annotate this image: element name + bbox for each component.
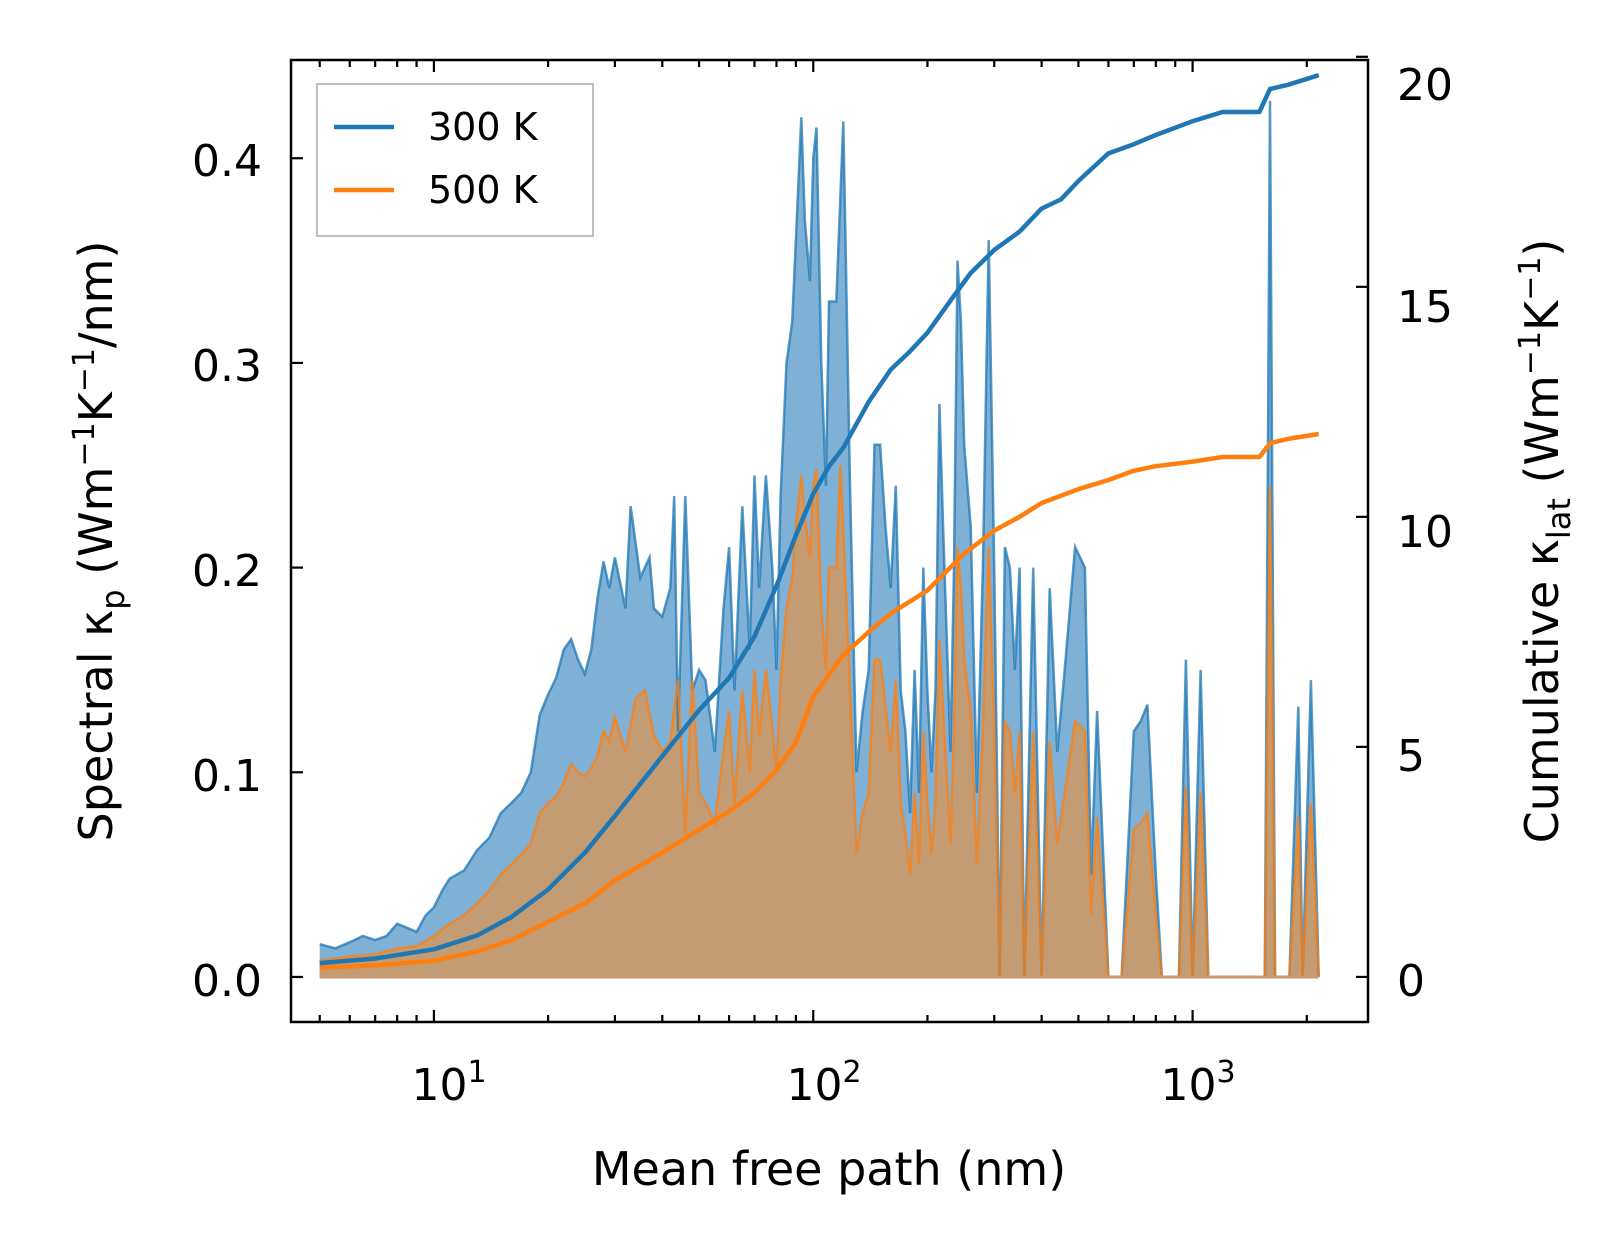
- cumulative-lines: [319, 73, 1320, 970]
- y-left-tick-label: 0.4: [192, 136, 262, 187]
- y-left-tick-label: 0.3: [192, 341, 262, 392]
- y-right-tick-label: 20: [1397, 60, 1453, 111]
- spectral-line-500k: [319, 465, 1320, 979]
- y-left-axis-ticks: [291, 157, 303, 979]
- x-tick-label: 103: [1160, 1055, 1235, 1111]
- plot-frame: [289, 58, 1370, 1024]
- y-right-axis-label: Cumulative κlat (Wm−1K−1): [1513, 239, 1578, 844]
- x-tick-label: 102: [786, 1055, 861, 1111]
- y-left-tick-label: 0.1: [192, 751, 262, 802]
- spectral-line-300k: [319, 100, 1320, 979]
- cumulative-line-300k: [319, 73, 1320, 966]
- y-right-tick-label: 5: [1397, 731, 1425, 782]
- spectral-lines: [319, 100, 1320, 979]
- y-left-tick-label: 0.2: [192, 546, 262, 597]
- legend-label-300k: 300 K: [428, 105, 539, 149]
- legend-label-500k: 500 K: [428, 168, 539, 212]
- y-left-tick-label: 0.0: [192, 956, 262, 1007]
- y-left-axis-label: Spectral κp (Wm−1K−1/nm): [67, 241, 132, 842]
- y-right-axis-ticks: [1356, 55, 1368, 979]
- legend-box: [316, 83, 594, 237]
- y-right-tick-labels: 0 5 10 15 20: [1397, 60, 1453, 1007]
- y-right-tick-label: 15: [1397, 282, 1453, 333]
- x-axis-label: Mean free path (nm): [592, 1142, 1066, 1196]
- x-tick-labels: 101 102 103: [411, 1055, 1235, 1111]
- y-right-tick-label: 10: [1397, 507, 1453, 558]
- cumulative-line-500k: [319, 431, 1320, 970]
- y-left-tick-labels: 0.0 0.1 0.2 0.3 0.4: [192, 136, 262, 1007]
- spectral-fill-500k: [319, 465, 1319, 977]
- x-tick-label: 101: [411, 1055, 486, 1111]
- y-right-tick-label: 0: [1397, 956, 1425, 1007]
- x-axis-ticks: [318, 60, 1308, 1022]
- legend: 300 K 500 K: [316, 83, 594, 237]
